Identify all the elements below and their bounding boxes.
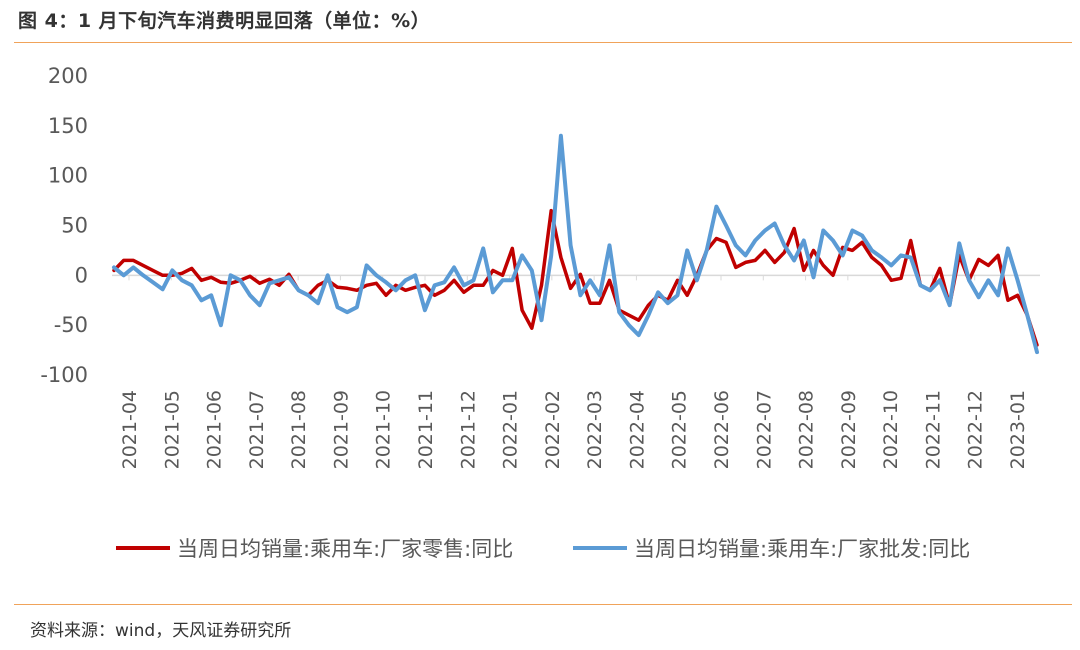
chart-title: 图 4：1 月下旬汽车消费明显回落（单位：%） (18, 10, 431, 32)
x-tick-label: 2021-06 (204, 390, 226, 469)
legend-label: 当周日均销量:乘用车:厂家零售:同比 (177, 537, 513, 561)
x-tick-label: 2022-06 (711, 390, 733, 469)
x-tick-label: 2022-12 (965, 390, 987, 469)
line-chart: 200 150 100 50 0 -50 -100 2021-04 2021-05 2021-06… (40, 64, 1040, 561)
y-tick-label: 100 (48, 164, 88, 188)
x-tick-label: 2022-07 (753, 390, 775, 469)
x-tick-label: 2022-04 (626, 390, 648, 469)
x-tick-label: 2022-10 (880, 390, 902, 469)
y-tick-label: 50 (61, 214, 88, 238)
x-tick-label: 2021-04 (119, 390, 141, 469)
source-note: 资料来源：wind，天风证券研究所 (30, 621, 292, 641)
x-tick-label: 2022-05 (669, 390, 691, 469)
series-line-wholesale (112, 133, 1039, 355)
series-line-retail (112, 208, 1039, 347)
x-tick-label: 2021-07 (246, 390, 268, 469)
x-tick-label: 2023-01 (1007, 390, 1029, 469)
x-tick-label: 2021-08 (288, 390, 310, 469)
x-tick-label: 2021-11 (415, 390, 437, 469)
x-tick-label: 2022-02 (542, 390, 564, 469)
x-tick-label: 2022-11 (922, 390, 944, 469)
top-divider (14, 42, 1072, 43)
y-tick-label: -50 (54, 313, 88, 337)
x-tick-label: 2022-01 (500, 390, 522, 469)
x-tick-label: 2021-10 (373, 390, 395, 469)
y-tick-label: 0 (75, 263, 88, 287)
x-tick-label: 2021-12 (457, 390, 479, 469)
bottom-divider (14, 604, 1072, 605)
x-tick-label: 2022-03 (584, 390, 606, 469)
y-tick-label: -100 (40, 363, 88, 387)
y-tick-label: 150 (48, 114, 88, 138)
x-tick-label: 2021-09 (330, 390, 352, 469)
x-tick-label: 2022-09 (838, 390, 860, 469)
x-tick-label: 2021-05 (161, 390, 183, 469)
y-tick-label: 200 (48, 64, 88, 88)
x-tick-label: 2022-08 (796, 390, 818, 469)
legend-label: 当周日均销量:乘用车:厂家批发:同比 (634, 537, 970, 561)
